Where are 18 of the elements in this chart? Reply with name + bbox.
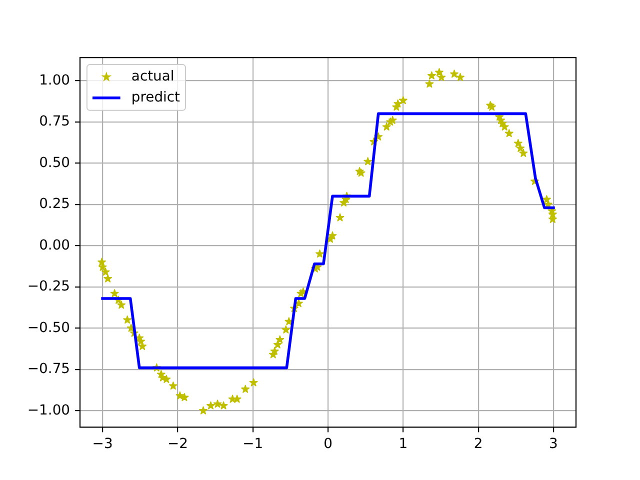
x-tick-label: 1 — [398, 436, 408, 452]
y-tick-label: −1.00 — [27, 402, 70, 418]
x-tick-label: −2 — [167, 436, 188, 452]
y-tick-label: 0.75 — [39, 114, 70, 130]
y-tick-label: 0.00 — [39, 237, 70, 254]
y-tick-label: 0.25 — [39, 196, 70, 212]
x-tick-label: 3 — [549, 436, 558, 452]
y-tick-label: −0.50 — [27, 320, 70, 336]
x-tick-label: −1 — [242, 436, 264, 452]
y-tick-label: 1.00 — [39, 72, 70, 88]
legend-label: actual — [131, 68, 174, 85]
x-tick-label: 0 — [324, 436, 332, 452]
y-tick-label: 0.50 — [39, 154, 70, 171]
y-tick-label: −0.25 — [27, 278, 70, 295]
y-tick-label: −0.75 — [27, 361, 70, 378]
x-tick-label: 2 — [474, 436, 483, 452]
legend-label: predict — [131, 90, 181, 106]
x-tick-label: −3 — [92, 436, 113, 452]
